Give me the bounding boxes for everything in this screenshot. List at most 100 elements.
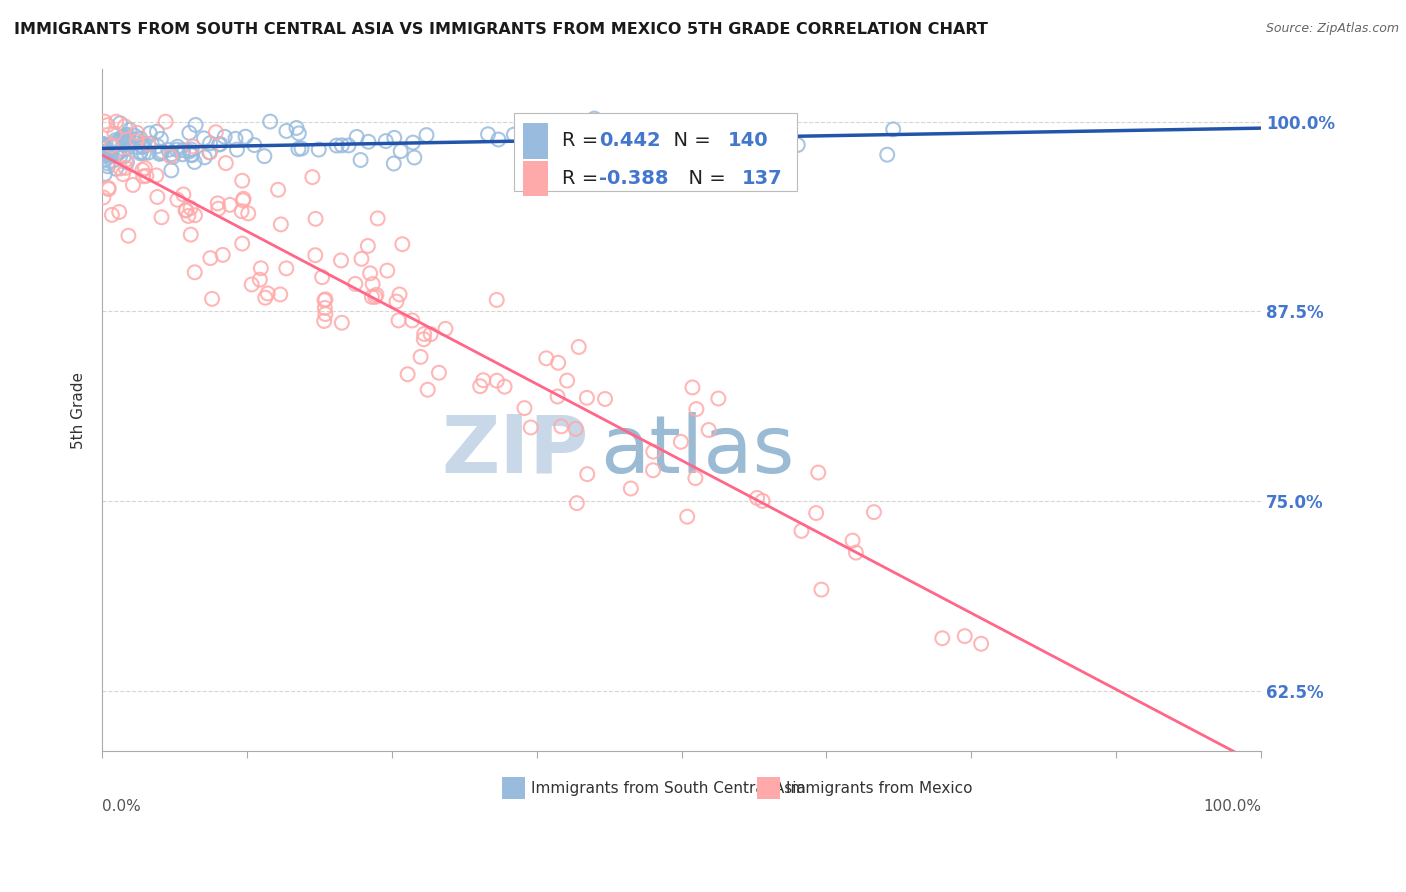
Point <box>841 533 863 548</box>
Point <box>114 131 136 145</box>
Point <box>94 145 117 160</box>
Point <box>593 392 616 406</box>
Point <box>110 161 132 176</box>
Point <box>93 138 115 153</box>
Point <box>180 147 202 161</box>
Point <box>301 170 323 185</box>
Point <box>124 128 146 143</box>
Point <box>93 145 115 160</box>
Point <box>419 327 441 342</box>
Text: IMMIGRANTS FROM SOUTH CENTRAL ASIA VS IMMIGRANTS FROM MEXICO 5TH GRADE CORRELATI: IMMIGRANTS FROM SOUTH CENTRAL ASIA VS IM… <box>14 22 988 37</box>
Point <box>117 136 139 151</box>
Point <box>93 140 115 154</box>
Point <box>285 120 308 135</box>
Point <box>344 277 367 291</box>
Point <box>527 124 550 138</box>
Point <box>138 145 160 160</box>
Point <box>304 211 326 226</box>
Point <box>93 146 115 161</box>
Point <box>470 379 492 393</box>
Point <box>290 142 312 156</box>
Point <box>396 368 419 382</box>
Point <box>129 131 152 145</box>
Point <box>215 156 238 170</box>
Point <box>166 193 188 207</box>
Point <box>209 137 232 152</box>
Point <box>576 467 599 482</box>
Point <box>565 496 588 510</box>
Point <box>103 139 125 153</box>
Point <box>314 307 336 321</box>
Point <box>131 163 153 178</box>
Point <box>172 147 194 161</box>
Point <box>104 161 127 176</box>
Point <box>160 147 183 161</box>
Point <box>172 187 194 202</box>
Point <box>124 136 146 150</box>
Point <box>641 463 664 477</box>
Point <box>207 196 229 211</box>
Point <box>402 136 425 150</box>
Point <box>101 208 124 222</box>
Point <box>249 273 271 287</box>
Point <box>434 322 457 336</box>
Point <box>174 203 197 218</box>
Text: Immigrants from South Central Asia: Immigrants from South Central Asia <box>531 780 806 796</box>
Point <box>676 509 699 524</box>
Point <box>807 466 830 480</box>
Point <box>166 139 188 153</box>
Text: Immigrants from Mexico: Immigrants from Mexico <box>786 780 973 796</box>
Text: R =: R = <box>562 169 605 188</box>
Point <box>193 131 215 145</box>
Point <box>149 147 172 161</box>
Point <box>250 261 273 276</box>
Text: atlas: atlas <box>600 412 794 490</box>
Point <box>243 138 266 153</box>
Point <box>179 145 201 159</box>
Point <box>640 127 662 141</box>
Point <box>115 128 138 143</box>
Point <box>105 147 128 161</box>
Point <box>117 228 139 243</box>
Point <box>93 114 115 128</box>
Point <box>330 316 353 330</box>
Point <box>138 126 160 140</box>
Point <box>568 340 591 354</box>
Point <box>105 146 128 161</box>
Point <box>108 149 131 163</box>
Text: 100.0%: 100.0% <box>1204 799 1261 814</box>
Point <box>699 132 721 146</box>
Point <box>669 434 692 449</box>
Point <box>550 419 572 434</box>
Point <box>134 161 156 175</box>
Point <box>93 137 115 152</box>
Point <box>141 136 163 151</box>
Point <box>231 204 253 219</box>
Y-axis label: 5th Grade: 5th Grade <box>72 371 86 449</box>
Point <box>681 380 703 394</box>
Point <box>132 169 155 184</box>
Point <box>127 126 149 140</box>
Point <box>97 145 120 160</box>
Point <box>111 167 134 181</box>
Point <box>547 390 569 404</box>
Point <box>564 422 586 436</box>
Point <box>503 128 526 142</box>
Point <box>94 167 117 181</box>
Point <box>101 153 124 168</box>
Point <box>132 136 155 151</box>
Point <box>385 294 408 309</box>
Point <box>112 142 135 156</box>
Point <box>389 144 412 158</box>
Point <box>114 153 136 168</box>
Point <box>267 183 290 197</box>
Point <box>685 471 707 485</box>
Point <box>232 192 254 206</box>
Point <box>253 149 276 163</box>
Point <box>472 373 495 387</box>
Point <box>115 128 138 142</box>
Point <box>359 266 381 280</box>
Text: -0.388: -0.388 <box>599 169 669 188</box>
Point <box>232 194 254 208</box>
Point <box>129 145 152 159</box>
